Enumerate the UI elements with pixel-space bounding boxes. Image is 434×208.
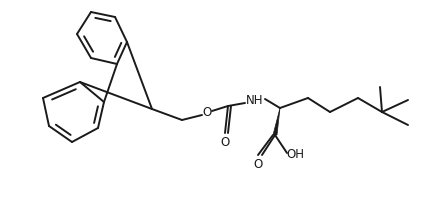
Text: O: O	[253, 157, 263, 171]
Text: NH: NH	[246, 94, 264, 106]
Text: O: O	[220, 135, 230, 149]
Text: OH: OH	[286, 149, 304, 161]
Polygon shape	[273, 108, 280, 135]
Text: O: O	[202, 106, 212, 120]
